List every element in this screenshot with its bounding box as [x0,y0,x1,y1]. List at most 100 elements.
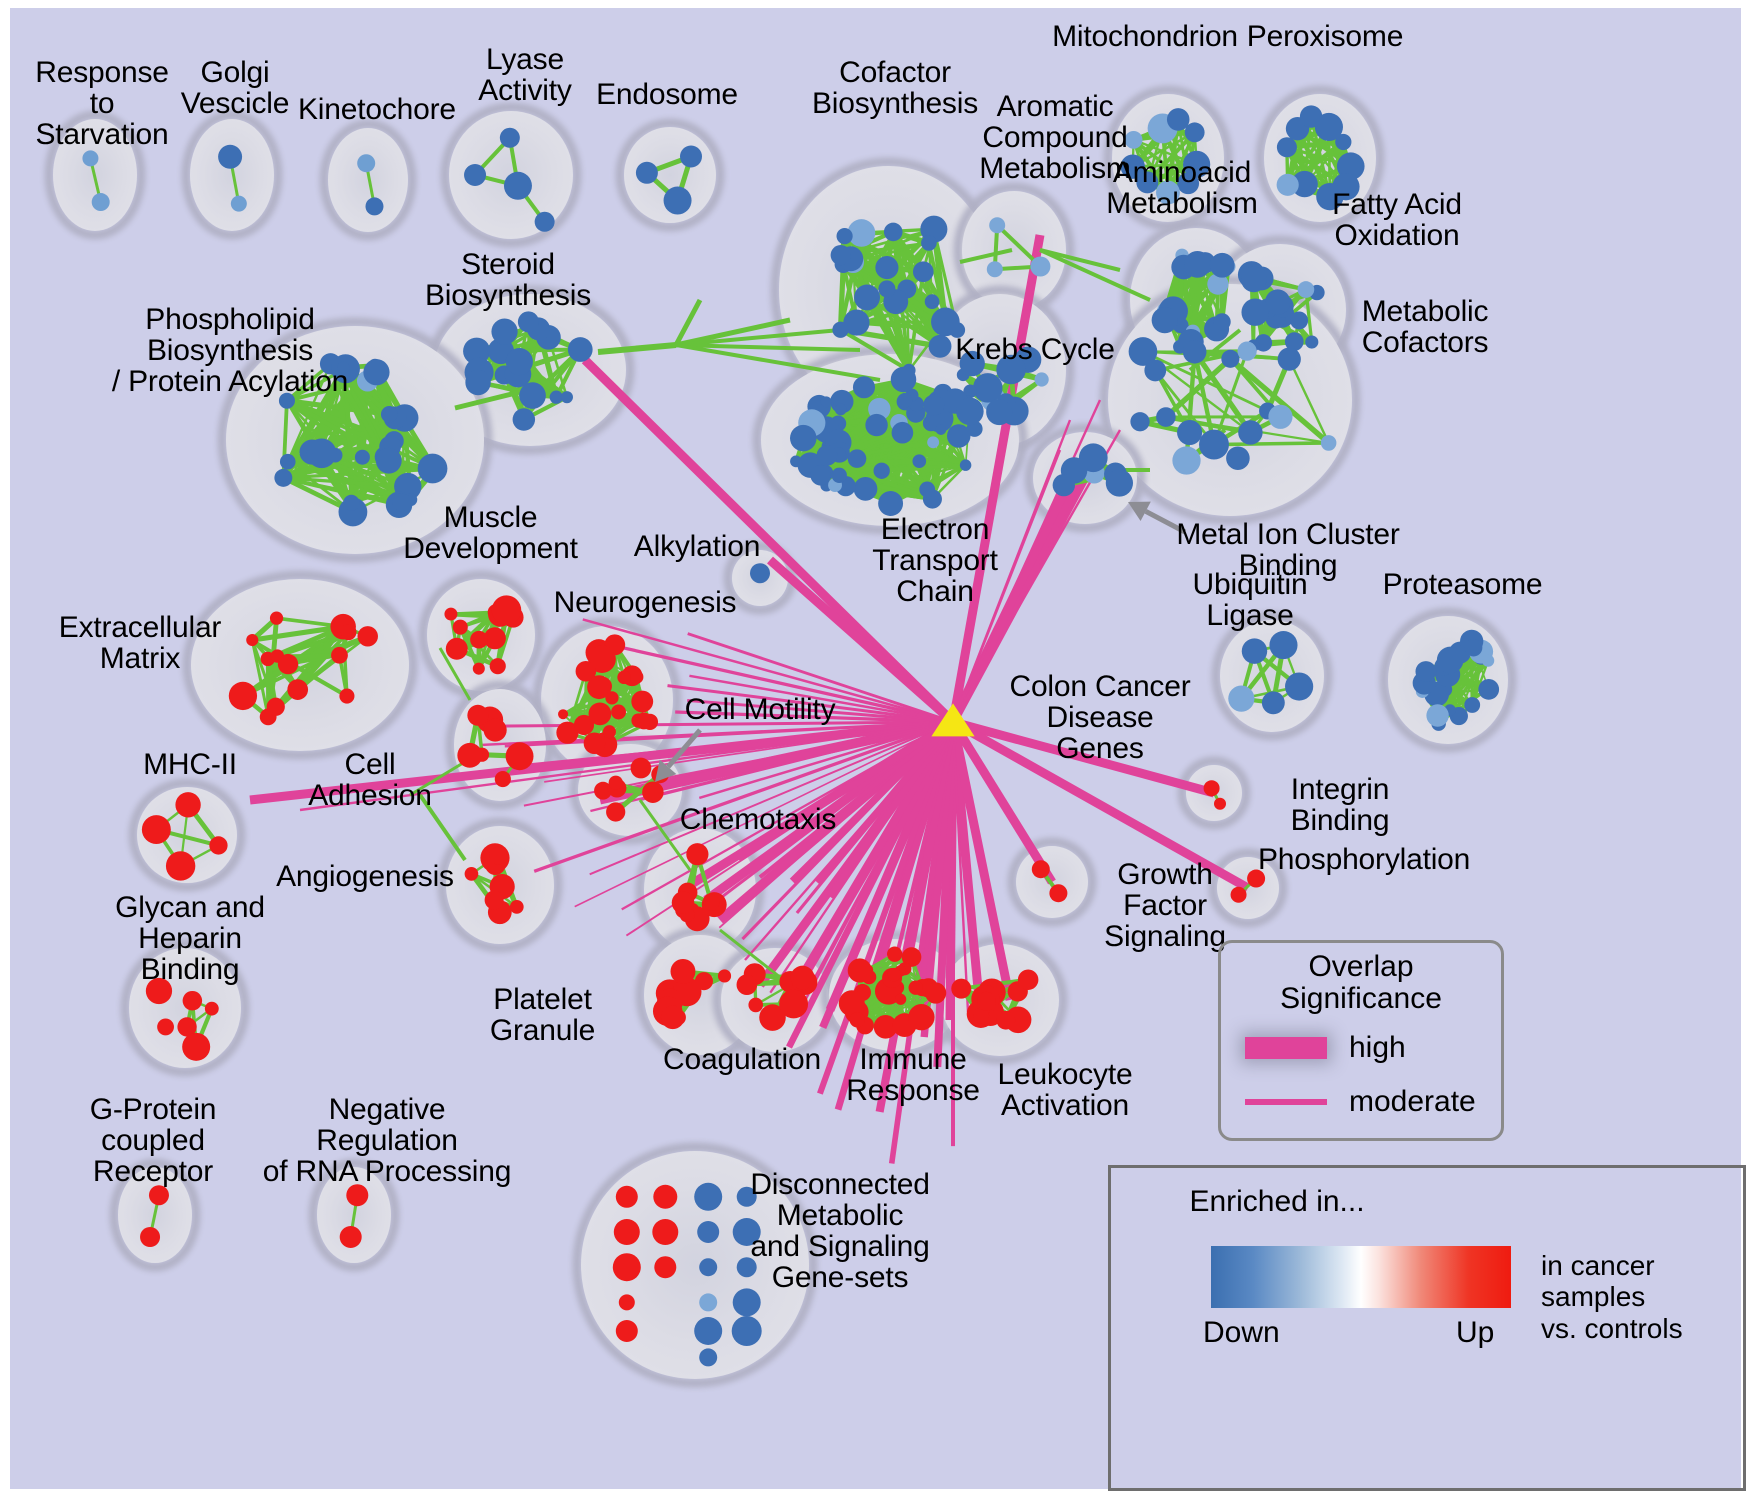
hub-edge-moderate [615,644,954,724]
gene-set-node [1314,112,1343,142]
gene-set-node [1184,250,1211,278]
gene-set-node [1182,339,1207,364]
inter-cluster-overlap-edge [418,793,467,862]
gene-set-node [921,235,937,251]
gene-set-node [499,127,520,148]
cluster-bubble-border [440,102,582,248]
overlap-edge [837,378,904,425]
gene-set-node [631,690,654,713]
gene-set-node [836,228,853,245]
hub-edge-high [948,234,1045,723]
gene-set-node [1177,419,1203,446]
gene-set-node [901,947,922,967]
gene-set-node [1030,256,1051,277]
overlap-edge [1164,356,1233,420]
gene-set-node [887,967,901,982]
gene-set-node [1184,122,1205,143]
inter-cluster-overlap-edge [1039,248,1121,272]
gene-set-node [1230,886,1247,903]
cluster-label-g-protein-coupled-receptor: G-Protein coupled Receptor [89,1093,217,1188]
overlap-edge [250,639,270,718]
gene-set-node [1166,108,1190,131]
gene-set-node [617,670,631,685]
overlap-edge [283,476,408,489]
annotation-arrows [655,501,1187,782]
gene-set-node [1277,347,1301,371]
inter-cluster-overlap-edge [675,343,861,352]
gene-set-node [1247,869,1266,888]
cluster-label-integrin-binding: Integrin Binding [1290,773,1390,837]
enrichment-legend-title: Enriched in... [1189,1185,1365,1218]
overlap-edge [852,227,935,264]
gene-set-node [465,369,491,396]
gene-set-node [748,997,764,1013]
gene-set-node [587,675,611,700]
hub-edge-moderate [574,721,954,908]
hub-edge-moderate [667,684,954,724]
gene-set-node [635,161,658,184]
gene-set-node [736,1257,757,1278]
gene-set-node [611,704,626,720]
hub-edge-high [758,720,955,879]
hub-edge-moderate [582,618,954,724]
gene-set-node [1213,313,1231,331]
cluster-label-kinetochore: Kinetochore [298,93,456,126]
gene-set-node [890,366,917,393]
hub-edge-moderate [687,632,954,724]
gene-set-node [175,792,201,818]
gene-set-node [694,1182,723,1211]
gene-set-node [1240,266,1267,293]
gene-set-node [452,619,468,635]
overlap-edge [823,459,933,501]
overlap-edge [851,261,911,372]
overlap-edge [1192,350,1253,435]
gene-set-node [165,851,196,881]
gradient-up-label: Up [1456,1316,1495,1349]
gene-set-node [654,1256,677,1279]
overlap-edge [351,413,391,513]
gene-set-node [912,454,927,469]
overlap-edge [891,231,909,290]
gene-set-node [653,1184,678,1209]
gene-set-node [560,391,573,404]
inter-cluster-overlap-edge [673,298,703,347]
gene-set-node [512,408,536,431]
moderate-significance-swatch [1245,1099,1327,1105]
gene-set-node [923,394,945,416]
gene-set-node [1276,173,1299,196]
cluster-bubble-border [752,345,1028,535]
gene-set-node [445,637,468,660]
gene-set-node [886,946,903,962]
cluster-label-aromatic-compound-metabolism: Aromatic Compound Metabolism [979,90,1131,185]
gene-set-node [732,1288,761,1317]
gene-set-node [218,144,243,169]
gene-set-node [699,1258,718,1277]
gene-set-node [380,406,398,423]
hub-edge-moderate [675,710,954,724]
gene-set-node [1078,443,1108,473]
gene-set-node [1105,469,1134,497]
gene-set-node [339,1226,362,1248]
inter-cluster-overlap-edge [675,343,881,382]
gene-set-node [832,321,849,338]
gene-set-node [615,1185,638,1208]
gene-set-node [1017,969,1039,990]
gene-set-node [558,709,569,720]
gene-set-node [357,154,376,173]
cluster-label-neurogenesis: Neurogenesis [553,586,737,619]
gene-set-node [1203,780,1220,797]
cluster-bubble-border [1177,756,1251,830]
gene-set-node [340,624,357,641]
cluster-label-cofactor-biosynthesis: Cofactor Biosynthesis [811,56,978,120]
hub-edge-high [249,717,954,805]
cluster-label-disconnected-gene-sets: Disconnected Metabolic and Signaling Gen… [750,1168,930,1294]
gene-set-node [1177,172,1200,195]
cluster-label-proteasome: Proteasome [1382,568,1543,601]
gene-set-node [686,843,709,866]
gene-set-node [1436,646,1464,674]
gene-set-node [618,1294,635,1311]
overlap-edge [839,327,911,373]
gene-set-node [612,1253,641,1282]
gene-set-node [1297,281,1315,298]
hub-edge-moderate [544,721,954,783]
